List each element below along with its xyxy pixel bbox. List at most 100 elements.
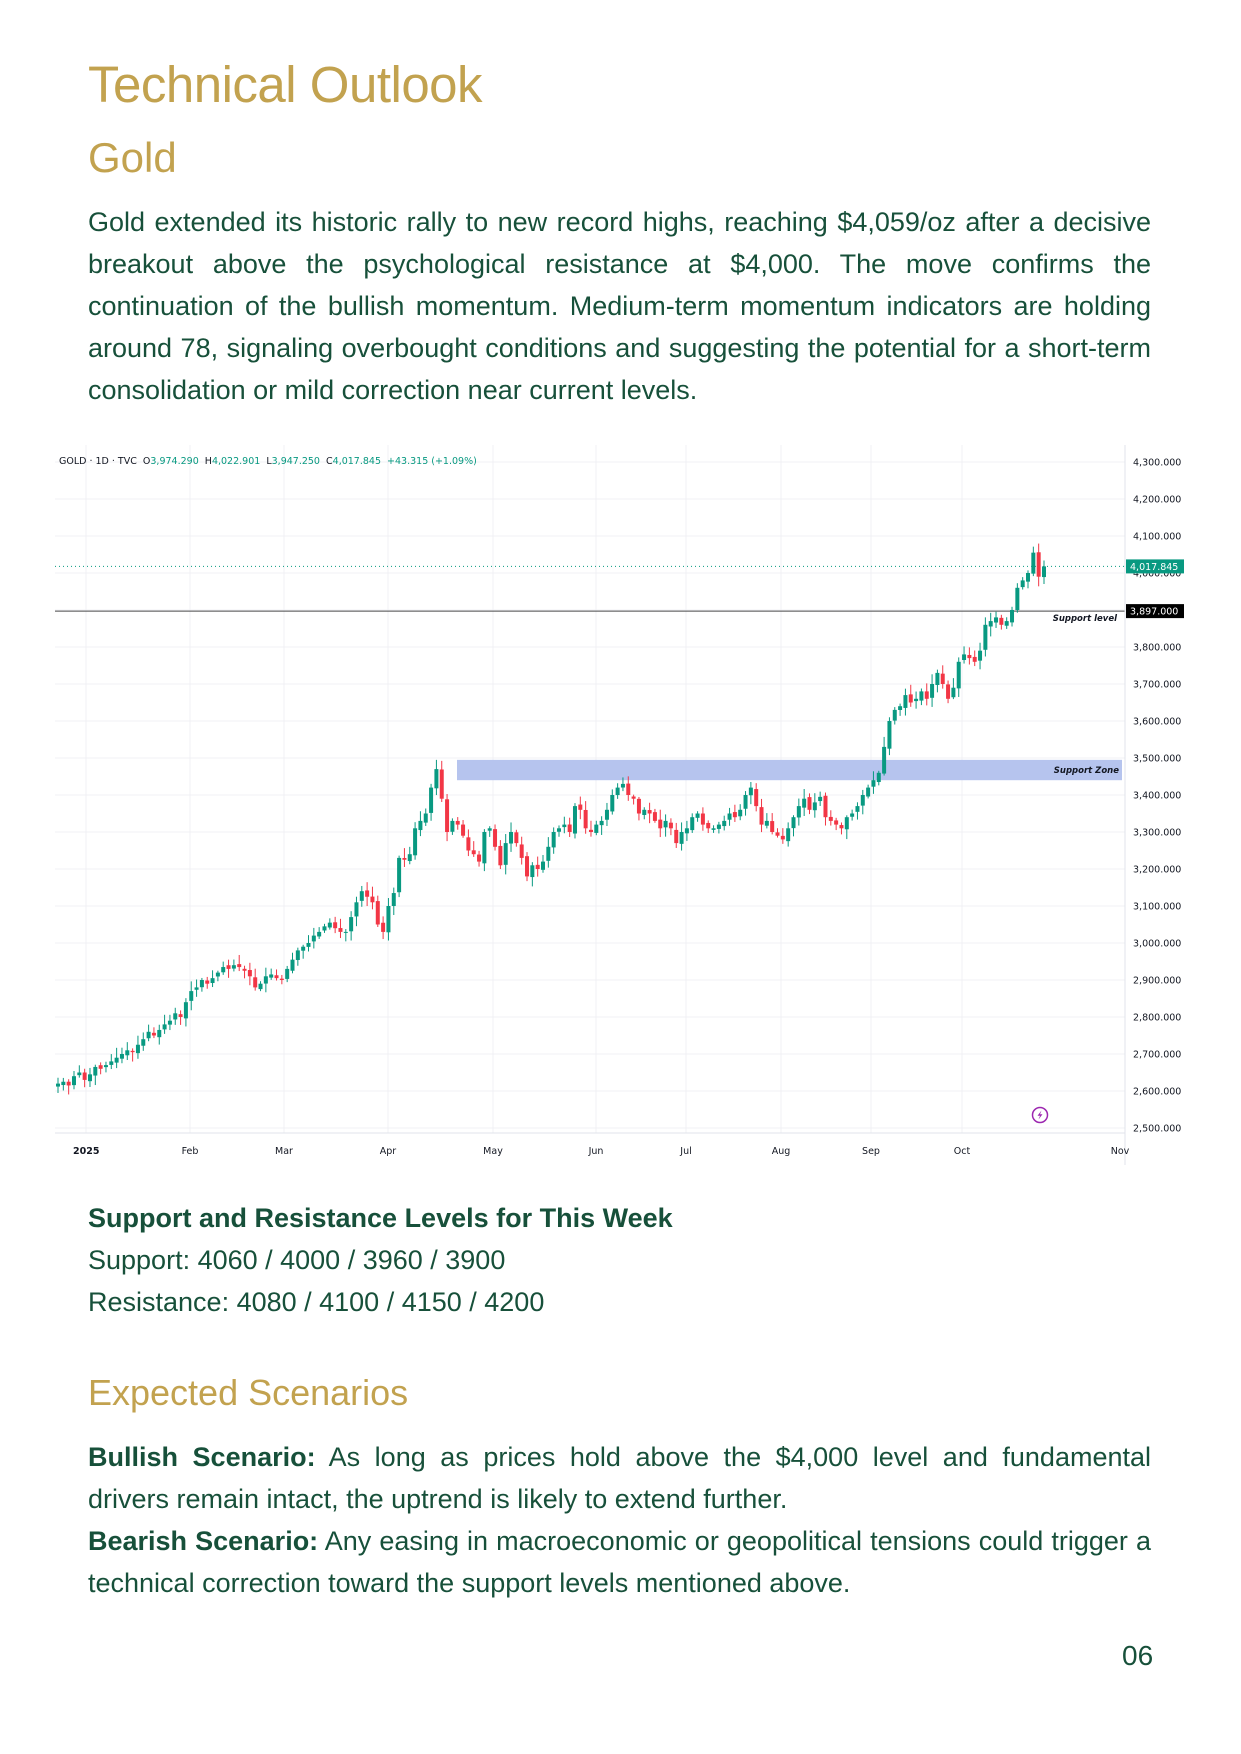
candle bbox=[690, 817, 695, 831]
candle bbox=[130, 1050, 135, 1053]
candle bbox=[375, 901, 380, 925]
candle bbox=[530, 865, 535, 878]
candle bbox=[413, 828, 418, 856]
candle bbox=[258, 983, 263, 990]
candle bbox=[370, 896, 375, 903]
bearish-scenario: Bearish Scenario: Any easing in macroeco… bbox=[88, 1520, 1151, 1604]
price-tick-label: 2,900.000 bbox=[1133, 976, 1181, 987]
candle bbox=[812, 802, 817, 811]
candle bbox=[391, 893, 396, 906]
price-tags: 4,017.845 3,897.000 bbox=[1126, 559, 1184, 619]
candle bbox=[189, 991, 194, 1001]
candle bbox=[503, 843, 508, 865]
candle bbox=[994, 617, 999, 623]
candle bbox=[695, 813, 700, 818]
candle bbox=[759, 807, 764, 825]
candle bbox=[866, 787, 871, 797]
candle bbox=[716, 824, 721, 829]
time-tick-label: Mar bbox=[275, 1146, 293, 1157]
price-tick-label: 3,200.000 bbox=[1133, 865, 1181, 876]
candle bbox=[636, 798, 641, 814]
candle bbox=[839, 825, 844, 829]
time-tick-label: Jul bbox=[679, 1146, 691, 1157]
candle bbox=[940, 673, 945, 684]
candle bbox=[215, 972, 220, 977]
candle bbox=[610, 795, 615, 812]
bearish-text: Any easing in macroeconomic or geopoliti… bbox=[88, 1526, 1151, 1598]
candle bbox=[924, 691, 929, 699]
candle bbox=[434, 769, 439, 789]
levels-heading: Support and Resistance Levels for This W… bbox=[88, 1203, 673, 1233]
candle bbox=[604, 809, 609, 820]
time-tick-label: Nov bbox=[1111, 1146, 1130, 1157]
resistance-levels: Resistance: 4080 / 4100 / 4150 / 4200 bbox=[88, 1287, 545, 1317]
candle bbox=[780, 835, 785, 840]
candle bbox=[855, 806, 860, 812]
candle bbox=[668, 822, 673, 829]
candle bbox=[631, 796, 636, 799]
time-tick-label: 2025 bbox=[73, 1146, 99, 1157]
candle bbox=[162, 1024, 167, 1030]
time-tick-label: Oct bbox=[954, 1146, 971, 1157]
candle bbox=[450, 820, 455, 832]
candle bbox=[887, 721, 892, 749]
candle bbox=[796, 806, 801, 818]
candle bbox=[786, 828, 791, 842]
candle bbox=[556, 828, 561, 832]
time-axis[interactable]: 2025 Feb Mar Apr May Jun Jul Aug Sep Oct Nov bbox=[73, 1146, 1130, 1157]
candle bbox=[77, 1072, 82, 1076]
bullish-scenario: Bullish Scenario: As long as prices hold… bbox=[88, 1436, 1151, 1520]
candle bbox=[56, 1083, 60, 1087]
candle bbox=[221, 967, 226, 973]
candle bbox=[535, 864, 540, 869]
candle bbox=[429, 787, 434, 813]
candles bbox=[56, 543, 1046, 1095]
candle bbox=[231, 965, 236, 969]
candle bbox=[183, 1002, 188, 1019]
candle bbox=[173, 1013, 178, 1020]
candle bbox=[205, 980, 210, 984]
candle bbox=[471, 850, 476, 855]
candle bbox=[647, 810, 652, 814]
candle bbox=[146, 1031, 151, 1039]
price-tick-label: 3,100.000 bbox=[1133, 902, 1181, 913]
candle bbox=[311, 935, 316, 942]
candle bbox=[658, 819, 663, 829]
candle bbox=[876, 772, 881, 783]
candle bbox=[951, 687, 956, 698]
lightning-icon[interactable] bbox=[1031, 1106, 1049, 1124]
candle bbox=[237, 964, 242, 968]
candle bbox=[978, 650, 983, 661]
candle bbox=[61, 1081, 66, 1086]
candle bbox=[87, 1074, 92, 1082]
candle bbox=[882, 746, 887, 774]
bearish-label: Bearish Scenario: bbox=[88, 1526, 319, 1556]
section-title-gold: Gold bbox=[88, 134, 177, 181]
candle bbox=[967, 654, 972, 659]
candle bbox=[972, 656, 977, 662]
price-axis[interactable]: 4,300.0004,200.0004,100.0004,000.0003,90… bbox=[1133, 458, 1181, 1135]
candle bbox=[82, 1072, 87, 1080]
candle bbox=[541, 861, 546, 870]
price-tick-label: 3,600.000 bbox=[1133, 717, 1181, 728]
candle bbox=[343, 931, 348, 933]
candle bbox=[210, 978, 215, 984]
candle bbox=[956, 661, 961, 689]
candle bbox=[487, 828, 492, 831]
price-tick-label: 3,700.000 bbox=[1133, 680, 1181, 691]
candle bbox=[551, 832, 556, 848]
price-tick-label: 2,600.000 bbox=[1133, 1087, 1181, 1098]
candle bbox=[290, 959, 295, 971]
candle bbox=[381, 922, 386, 932]
candle bbox=[439, 769, 444, 799]
page-title: Technical Outlook bbox=[88, 56, 483, 113]
candle bbox=[828, 816, 833, 821]
candle bbox=[567, 824, 572, 832]
candle bbox=[599, 820, 604, 826]
candle bbox=[818, 796, 823, 802]
candle bbox=[988, 621, 993, 627]
candle bbox=[199, 980, 204, 988]
candle bbox=[167, 1020, 172, 1025]
candle bbox=[1036, 552, 1041, 577]
candle bbox=[850, 813, 855, 817]
